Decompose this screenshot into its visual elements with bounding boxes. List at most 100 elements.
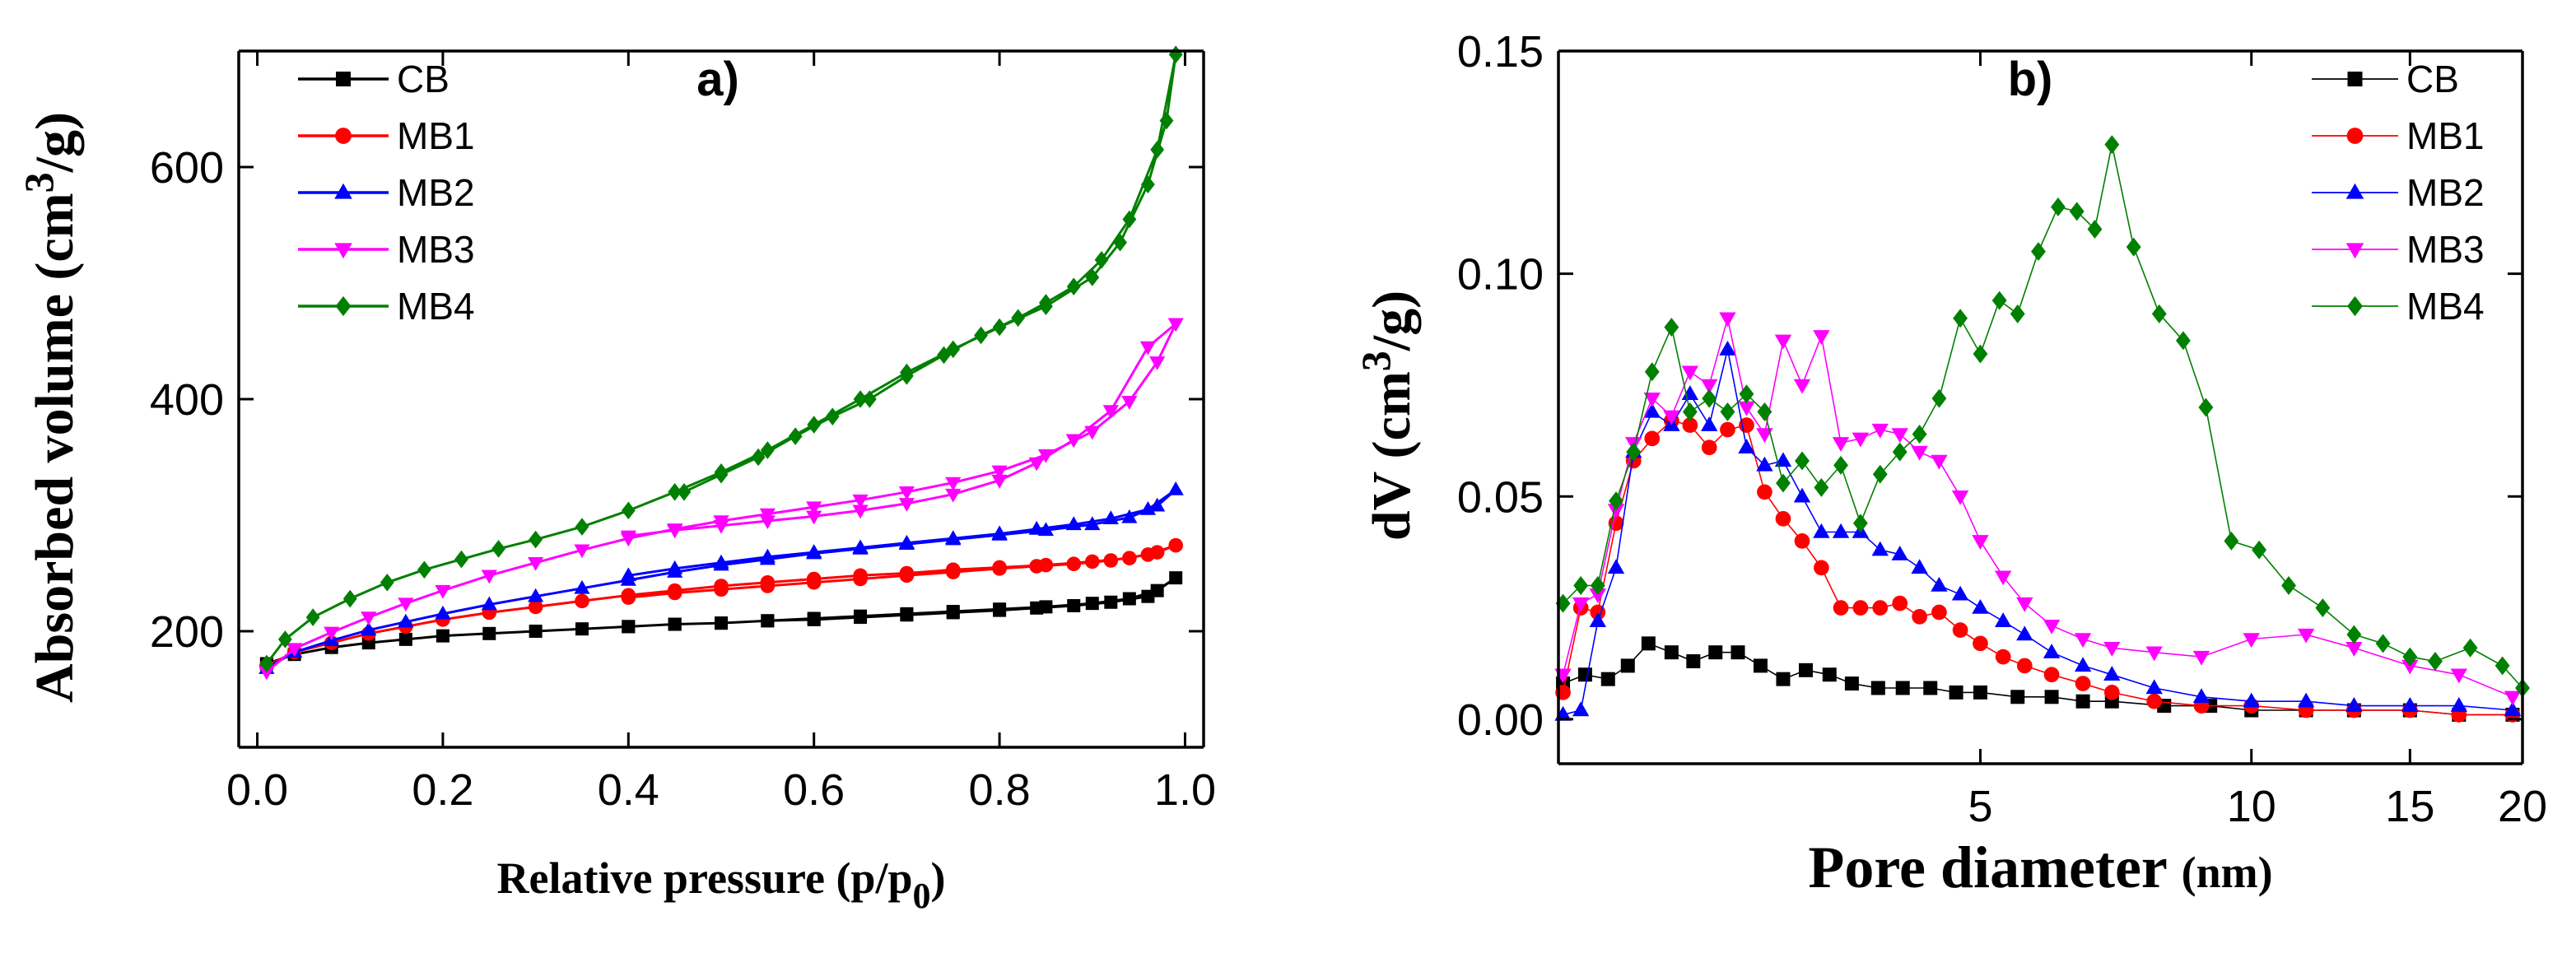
- data-point-mb1: [2016, 658, 2033, 674]
- data-point-mb3: [2043, 619, 2061, 635]
- data-point-mb3: [1037, 449, 1055, 463]
- data-point-cb: [900, 608, 914, 622]
- data-point-cb: [1973, 685, 1987, 700]
- y-tick-label: 0.00: [1457, 695, 1544, 745]
- data-point-mb3: [1701, 379, 1718, 394]
- legend: CB MB1 MB2 MB3 MB4: [2312, 58, 2485, 328]
- data-point-mb4: [1573, 576, 1589, 595]
- data-point-mb2: [435, 605, 451, 620]
- x-tick-label: 20: [2498, 782, 2547, 831]
- data-point-mb3: [806, 501, 822, 516]
- data-point-mb4: [2281, 576, 2296, 595]
- x-tick-label: 5: [1968, 782, 1992, 831]
- data-point-mb2: [2401, 697, 2419, 712]
- data-point-mb2: [1139, 500, 1156, 515]
- data-point-mb2: [1084, 516, 1101, 531]
- data-point-mb4: [2252, 540, 2267, 560]
- legend-label: MB2: [397, 171, 475, 214]
- data-point-cb: [482, 626, 496, 640]
- data-point-cb: [1141, 589, 1155, 603]
- data-point-cb: [1822, 667, 1837, 682]
- data-point-cb: [2044, 690, 2059, 704]
- legend-swatch-marker: [2345, 183, 2364, 199]
- data-point-mb4: [1739, 384, 1754, 404]
- data-point-mb3: [1643, 392, 1661, 407]
- data-point-mb1: [1931, 604, 1947, 621]
- data-point-mb3: [1065, 434, 1082, 449]
- data-point-mb4: [1814, 477, 1829, 497]
- data-point-mb1: [1833, 600, 1849, 616]
- data-point-mb4: [1702, 388, 1717, 408]
- data-point-mb4: [2315, 598, 2331, 618]
- data-point-mb4: [1833, 455, 1848, 475]
- data-point-mb4: [491, 540, 505, 558]
- data-point-cb: [715, 616, 728, 630]
- data-point-mb2: [2243, 692, 2260, 708]
- data-point-mb1: [899, 568, 915, 583]
- data-point-mb2: [1643, 402, 1661, 418]
- data-point-mb2: [1102, 510, 1119, 525]
- data-point-mb1: [1029, 559, 1044, 574]
- data-point-cb: [854, 611, 868, 625]
- legend-item-mb2: MB2: [298, 171, 475, 214]
- data-point-mb4: [2346, 625, 2362, 644]
- data-point-mb3: [2016, 597, 2033, 612]
- series-group: [259, 45, 1184, 681]
- data-point-mb2: [1065, 516, 1082, 531]
- data-point-mb2: [2504, 701, 2522, 717]
- data-point-mb1: [1084, 554, 1100, 569]
- data-point-mb2: [1681, 385, 1699, 400]
- data-point-mb1: [1757, 484, 1772, 500]
- legend-item-mb3: MB3: [298, 228, 475, 271]
- data-point-mb2: [991, 525, 1008, 540]
- data-point-mb2: [2192, 688, 2210, 704]
- data-point-mb2: [1572, 701, 1590, 717]
- data-point-cb: [668, 617, 682, 631]
- data-point-cb: [1664, 645, 1679, 660]
- data-point-mb3: [1121, 396, 1138, 410]
- data-point-mb4: [1150, 141, 1165, 159]
- data-point-mb1: [1814, 560, 1829, 576]
- data-point-mb4: [2087, 220, 2103, 239]
- data-point-mb1: [992, 561, 1007, 576]
- panel-b: 5 10 15 20 0.00 0.05 0.10 0.15 b) Pore diameter (…: [1353, 27, 2547, 900]
- data-point-mb1: [528, 599, 543, 615]
- data-point-mb2: [1793, 487, 1811, 503]
- legend-swatch-marker: [2345, 243, 2364, 259]
- data-point-mb3: [1911, 445, 1928, 461]
- data-point-mb4: [946, 340, 961, 359]
- data-point-mb3: [759, 515, 776, 530]
- data-point-mb4: [1757, 402, 1772, 421]
- data-point-mb3: [528, 557, 544, 571]
- data-point-mb2: [2345, 697, 2363, 712]
- data-point-mb4: [1113, 233, 1127, 252]
- data-point-mb3: [1931, 454, 1948, 470]
- data-point-mb2: [1607, 559, 1625, 574]
- data-point-mb3: [1572, 597, 1590, 612]
- x-tick-label: 0.4: [598, 765, 659, 815]
- y-tick-label: 200: [150, 607, 224, 657]
- data-point-mb3: [667, 524, 683, 539]
- data-point-mb3: [435, 584, 451, 599]
- data-point-mb3: [398, 597, 414, 612]
- data-point-mb4: [1140, 175, 1155, 193]
- data-point-mb1: [714, 582, 729, 597]
- data-point-mb2: [481, 596, 497, 611]
- x-tick-label: 0.0: [226, 765, 288, 815]
- x-tick-label: 1.0: [1154, 765, 1216, 815]
- data-point-mb2: [1774, 452, 1792, 467]
- data-point-mb1: [1852, 600, 1869, 616]
- data-point-mb4: [1795, 451, 1810, 471]
- data-point-mb2: [1994, 612, 2012, 628]
- data-point-mb4: [342, 589, 357, 608]
- legend: CB MB1 MB2 MB3 MB4: [298, 58, 475, 328]
- data-point-mb4: [992, 318, 1007, 337]
- data-point-cb: [622, 620, 636, 634]
- data-point-mb2: [1701, 416, 1718, 431]
- data-point-mb3: [2401, 659, 2419, 675]
- y-tick-label: 0.15: [1457, 27, 1544, 77]
- legend-item-mb3: MB3: [2312, 228, 2485, 271]
- data-point-mb3: [2297, 628, 2315, 644]
- data-point-mb3: [852, 504, 869, 519]
- data-point-mb4: [2375, 634, 2391, 653]
